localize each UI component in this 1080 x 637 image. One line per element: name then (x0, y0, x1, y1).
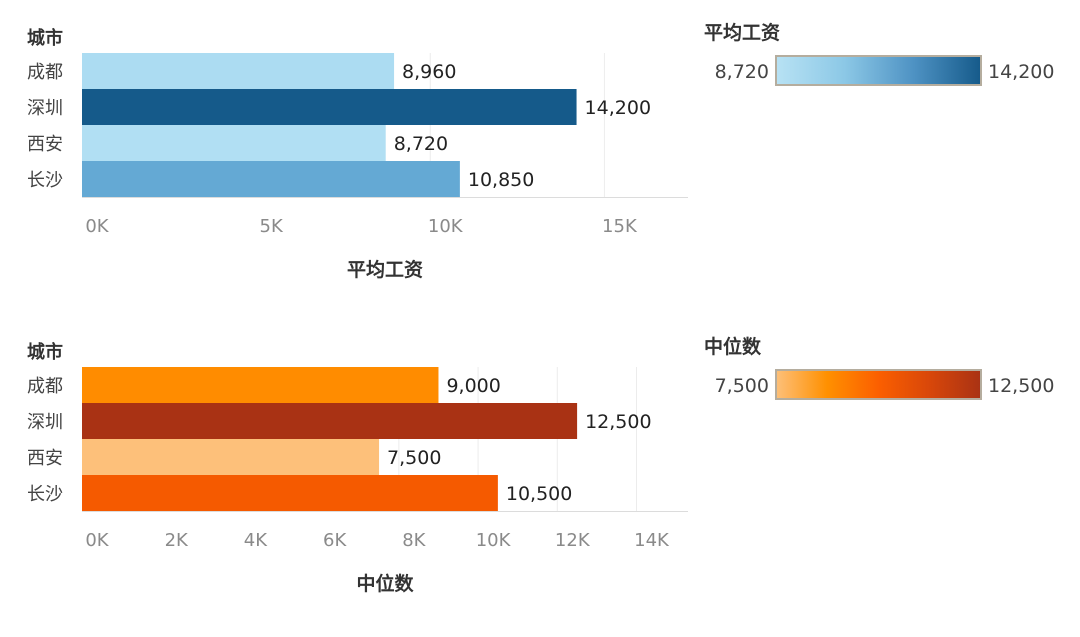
category-label: 长沙 (27, 170, 63, 191)
bar (82, 125, 386, 161)
data-label: 12,500 (585, 411, 651, 433)
bar (82, 439, 380, 475)
category-label: 成都 (27, 62, 63, 83)
legend-title: 中位数 (704, 335, 762, 358)
data-label: 9,000 (446, 375, 500, 397)
legend-gradient-bar (775, 55, 982, 86)
category-label: 长沙 (27, 484, 63, 505)
data-label: 10,850 (468, 169, 534, 191)
bar (82, 161, 460, 197)
x-axis-title: 中位数 (356, 572, 414, 595)
data-label: 14,200 (585, 97, 651, 119)
legend-title: 平均工资 (704, 21, 780, 44)
row-header: 城市 (27, 27, 63, 49)
color-legend: 平均工资 8,720 14,200 (704, 21, 1054, 86)
color-legend: 中位数 7,500 12,500 (704, 335, 1054, 400)
x-tick-label: 14K (634, 530, 670, 551)
data-label: 7,500 (387, 447, 441, 469)
legend-max-label: 14,200 (988, 61, 1054, 83)
x-tick-label: 2K (165, 530, 189, 551)
legend-min-label: 7,500 (715, 375, 769, 397)
category-label: 深圳 (27, 98, 63, 119)
legend-gradient-bar (775, 369, 982, 400)
x-tick-label: 12K (555, 530, 591, 551)
bar (82, 475, 498, 511)
category-label: 深圳 (27, 412, 63, 433)
bar (82, 367, 439, 403)
x-tick-label: 0K (85, 216, 109, 237)
data-label: 10,500 (506, 483, 572, 505)
legend-max-label: 12,500 (988, 375, 1054, 397)
category-label: 西安 (27, 448, 63, 469)
x-tick-label: 6K (323, 530, 347, 551)
bar (82, 53, 395, 89)
x-tick-label: 10K (428, 216, 464, 237)
data-label: 8,720 (394, 133, 448, 155)
x-axis-title: 平均工资 (347, 258, 423, 281)
x-tick-label: 10K (476, 530, 512, 551)
legend-min-label: 8,720 (715, 61, 769, 83)
bar (82, 89, 577, 125)
x-tick-label: 4K (244, 530, 268, 551)
x-tick-label: 8K (402, 530, 426, 551)
row-header: 城市 (27, 341, 63, 363)
x-tick-label: 15K (602, 216, 638, 237)
bar (82, 403, 578, 439)
category-label: 成都 (27, 376, 63, 397)
x-tick-label: 5K (260, 216, 284, 237)
x-tick-label: 0K (85, 530, 109, 551)
category-label: 西安 (27, 134, 63, 155)
data-label: 8,960 (402, 61, 456, 83)
